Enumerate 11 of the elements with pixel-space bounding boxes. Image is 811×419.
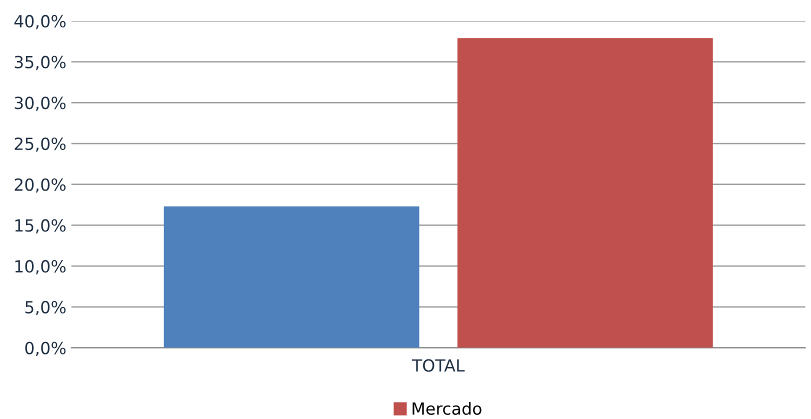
y-tick-label: 20,0%	[14, 178, 66, 193]
y-tick-label: 15,0%	[15, 219, 66, 234]
y-tick-label: 10,0%	[15, 260, 66, 274]
y-tick-label: 40,0%	[14, 14, 66, 30]
legend-label: Mercado	[412, 402, 482, 415]
y-tick-label: 25,0%	[14, 137, 66, 152]
y-tick-label: 0,0%	[25, 342, 66, 356]
y-tick-label: 35,0%	[14, 56, 66, 70]
y-tick-label: 30,0%	[14, 96, 66, 111]
x-tick-label: TOTAL	[412, 359, 465, 372]
y-tick-label: 5,0%	[25, 300, 66, 316]
